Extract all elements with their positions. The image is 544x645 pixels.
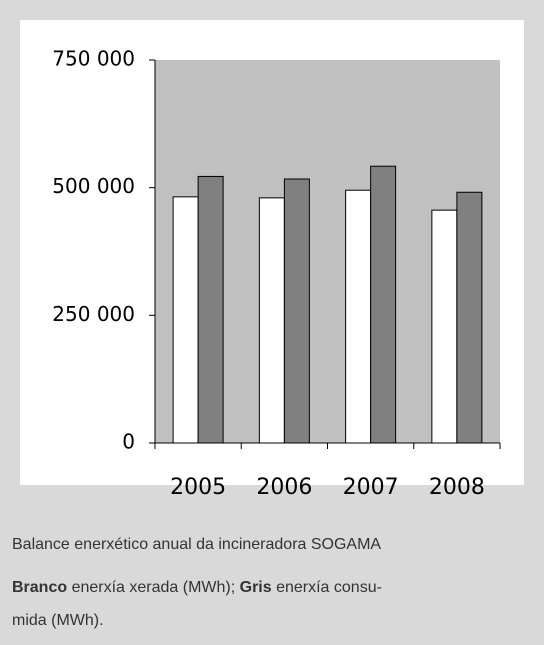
bar (345, 189, 372, 444)
x-tick-label: 2006 (256, 475, 312, 500)
y-tick-label: 750 000 (52, 47, 135, 71)
bar (172, 196, 199, 444)
bar (431, 209, 458, 444)
bar (370, 165, 397, 444)
legend-label: Gris (239, 579, 272, 596)
caption-legend: Branco enerxía xerada (MWh); Gris enerxí… (12, 579, 382, 597)
y-tick-label: 500 000 (52, 174, 135, 198)
y-tick-label: 0 (122, 430, 135, 454)
bar (197, 175, 224, 444)
bar (258, 197, 285, 444)
bar (456, 191, 483, 444)
chart: 0 250 000 500 000 750 000 2005 2006 2007 2008 (52, 47, 501, 500)
bar (283, 178, 310, 444)
y-tick-label: 250 000 (52, 302, 135, 326)
x-tick-label: 2008 (429, 475, 485, 500)
legend-label: Branco (12, 579, 68, 596)
caption-line: mida (MWh). (12, 612, 104, 629)
legend-text: enerxía xerada (MWh); (67, 579, 240, 596)
x-tick-label: 2005 (170, 475, 226, 500)
caption-title: Balance enerxético anual da incineradora… (12, 536, 382, 553)
legend-text: enerxía consu- (271, 579, 382, 596)
x-tick-label: 2007 (343, 475, 399, 500)
